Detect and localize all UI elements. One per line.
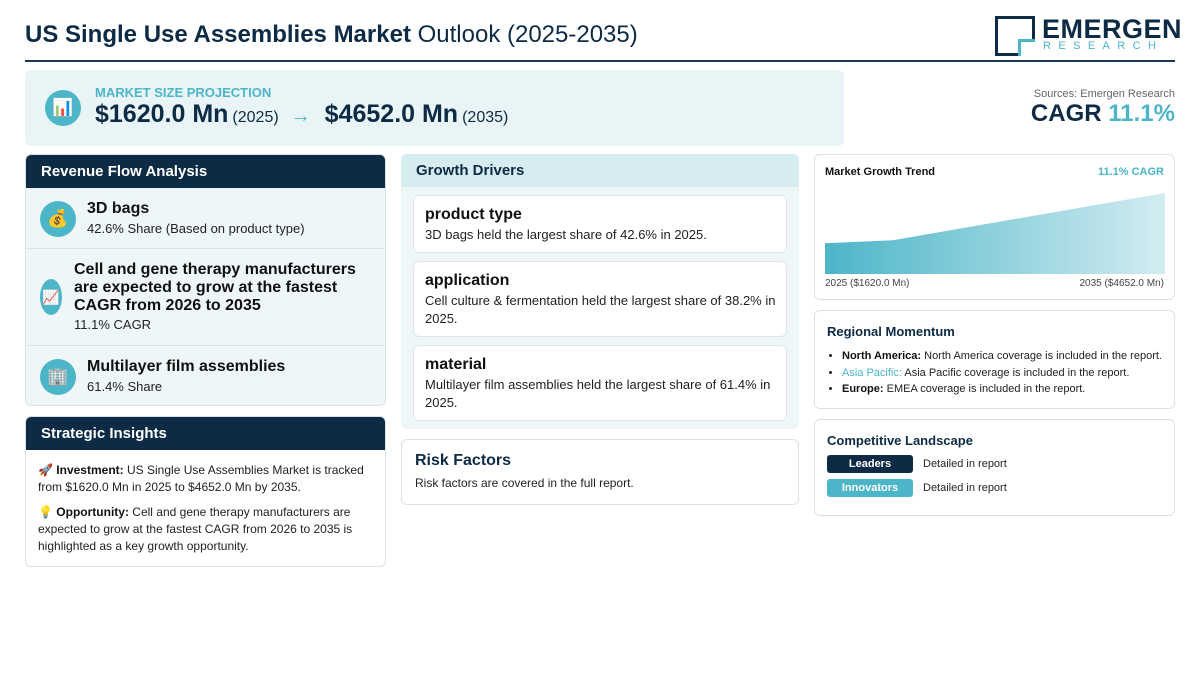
strategic-insights-title: Strategic Insights [26, 417, 385, 450]
revenue-item: 💰 3D bags 42.6% Share (Based on product … [26, 188, 385, 249]
projection-values: $1620.0 Mn (2025) → $4652.0 Mn (2035) [95, 100, 508, 129]
driver-item: material Multilayer film assemblies held… [413, 345, 787, 421]
driver-title: material [425, 356, 487, 373]
strategic-insights-card: Strategic Insights 🚀 Investment: US Sing… [25, 416, 386, 567]
investment-insight: 🚀 Investment: US Single Use Assemblies M… [26, 462, 385, 496]
revenue-item: 🏢 Multilayer film assemblies 61.4% Share [26, 346, 385, 405]
investment-label: Investment: [56, 463, 124, 477]
revenue-item-title: 3D bags [87, 200, 150, 217]
bar-chart-icon: 📊 [45, 90, 81, 126]
competitive-landscape-card: Competitive Landscape Leaders Detailed i… [814, 419, 1175, 516]
risk-factors-title: Risk Factors [415, 452, 512, 469]
leaders-badge: Leaders [827, 455, 913, 473]
source-text: Sources: Emergen Research [1033, 88, 1175, 100]
chart-up-icon: 📈 [40, 279, 62, 315]
growth-drivers-title: Growth Drivers [401, 154, 799, 187]
start-value: $1620.0 Mn [95, 100, 229, 128]
revenue-item: 📈 Cell and gene therapy manufacturers ar… [26, 249, 385, 346]
title-rest: Outlook (2025-2035) [417, 21, 638, 48]
cagr-label: CAGR [1030, 100, 1102, 127]
arrow-right-icon: → [290, 105, 311, 127]
driver-desc: Cell culture & fermentation held the lar… [425, 293, 776, 326]
region-item: Europe: EMEA coverage is included in the… [842, 381, 1172, 398]
start-year: (2025) [232, 109, 279, 126]
projection-label: MARKET SIZE PROJECTION [95, 85, 272, 100]
region-text: North America coverage is included in th… [924, 350, 1162, 362]
revenue-item-sub: 11.1% CAGR [74, 317, 152, 332]
trend-title: Market Growth Trend [825, 166, 936, 178]
region-name: Europe: [842, 383, 884, 395]
market-growth-trend-card: Market Growth Trend 11.1% CAGR 2025 ($16… [814, 154, 1175, 300]
region-text: Asia Pacific coverage is included in the… [904, 366, 1130, 379]
innovators-badge: Innovators [827, 479, 913, 497]
investment-text: US Single Use Assemblies Market is track… [38, 463, 364, 494]
trend-area [825, 193, 1165, 274]
logo-subtitle: RESEARCH [1043, 40, 1164, 52]
cagr-headline: CAGR 11.1% [1031, 100, 1175, 128]
revenue-item-sub: 61.4% Share [87, 379, 163, 394]
logo-name: EMERGEN [1042, 14, 1183, 44]
competitive-landscape-title: Competitive Landscape [827, 433, 973, 448]
revenue-item-title: Cell and gene therapy manufacturers are … [74, 261, 356, 314]
leaders-desc: Detailed in report [923, 458, 1007, 470]
innovators-desc: Detailed in report [923, 482, 1007, 494]
trend-end-label: 2035 ($4652.0 Mn) [1079, 278, 1164, 289]
end-value: $4652.0 Mn [324, 100, 459, 128]
region-text: EMEA coverage is included in the report. [886, 383, 1086, 395]
opportunity-label: Opportunity: [56, 505, 129, 519]
revenue-flow-card: Revenue Flow Analysis 💰 3D bags 42.6% Sh… [25, 154, 386, 406]
revenue-item-sub: 42.6% Share (Based on product type) [87, 221, 305, 236]
market-size-projection: 📊 MARKET SIZE PROJECTION $1620.0 Mn (2025… [25, 70, 844, 146]
end-year: (2035) [462, 109, 509, 126]
lightbulb-icon: 💡 [38, 505, 53, 519]
cagr-value: 11.1% [1108, 100, 1175, 127]
regional-momentum-title: Regional Momentum [827, 324, 955, 339]
trend-cagr: 11.1% CAGR [1097, 166, 1164, 178]
region-name: Asia Pacific: [842, 366, 902, 379]
region-item: Asia Pacific: Asia Pacific coverage is i… [842, 365, 1172, 382]
driver-desc: 3D bags held the largest share of 42.6% … [425, 227, 707, 242]
regional-momentum-card: Regional Momentum North America: North A… [814, 310, 1175, 409]
driver-item: product type 3D bags held the largest sh… [413, 195, 787, 253]
region-list: North America: North America coverage is… [842, 348, 1172, 398]
page-header: US Single Use Assemblies Market Outlook … [25, 12, 1182, 62]
driver-item: application Cell culture & fermentation … [413, 261, 787, 337]
opportunity-text: Cell and gene therapy manufacturers are … [38, 505, 353, 553]
building-icon: 🏢 [40, 359, 76, 395]
driver-title: application [425, 272, 510, 289]
trend-area-chart [825, 193, 1165, 274]
emergen-logo: EMERGEN RESEARCH [995, 14, 1182, 56]
region-item: North America: North America coverage is… [842, 348, 1172, 365]
revenue-item-title: Multilayer film assemblies [87, 358, 286, 375]
driver-title: product type [425, 206, 522, 223]
rocket-icon: 🚀 [38, 463, 53, 477]
growth-drivers-card: Growth Drivers product type 3D bags held… [401, 154, 799, 429]
trend-start-label: 2025 ($1620.0 Mn) [825, 278, 910, 289]
logo-mark-icon [995, 16, 1035, 56]
title-bold: US Single Use Assemblies Market [25, 21, 411, 48]
region-name: North America: [842, 350, 922, 362]
risk-factors-desc: Risk factors are covered in the full rep… [415, 476, 634, 490]
driver-desc: Multilayer film assemblies held the larg… [425, 377, 771, 410]
page-title: US Single Use Assemblies Market Outlook … [25, 21, 638, 49]
money-bag-icon: 💰 [40, 201, 76, 237]
risk-factors-card: Risk Factors Risk factors are covered in… [401, 439, 799, 505]
opportunity-insight: 💡 Opportunity: Cell and gene therapy man… [26, 504, 385, 555]
revenue-flow-title: Revenue Flow Analysis [26, 155, 385, 188]
